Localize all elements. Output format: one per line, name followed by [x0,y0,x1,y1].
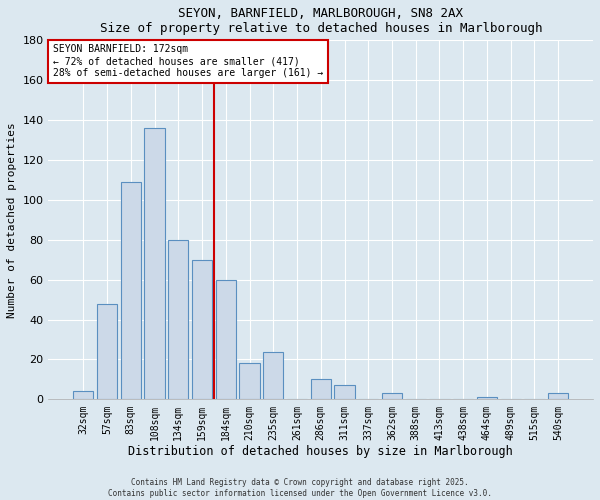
Bar [192,260,212,400]
Bar [145,128,164,400]
Bar [239,364,260,400]
Bar [168,240,188,400]
Bar [216,280,236,400]
Bar [382,394,402,400]
X-axis label: Distribution of detached houses by size in Marlborough: Distribution of detached houses by size … [128,445,513,458]
Bar [334,386,355,400]
Bar [121,182,141,400]
Bar [263,352,283,400]
Bar [548,394,568,400]
Text: SEYON BARNFIELD: 172sqm
← 72% of detached houses are smaller (417)
28% of semi-d: SEYON BARNFIELD: 172sqm ← 72% of detache… [53,44,323,78]
Bar [311,380,331,400]
Title: SEYON, BARNFIELD, MARLBOROUGH, SN8 2AX
Size of property relative to detached hou: SEYON, BARNFIELD, MARLBOROUGH, SN8 2AX S… [100,7,542,35]
Y-axis label: Number of detached properties: Number of detached properties [7,122,17,318]
Bar [477,398,497,400]
Text: Contains HM Land Registry data © Crown copyright and database right 2025.
Contai: Contains HM Land Registry data © Crown c… [108,478,492,498]
Bar [73,392,94,400]
Bar [97,304,117,400]
